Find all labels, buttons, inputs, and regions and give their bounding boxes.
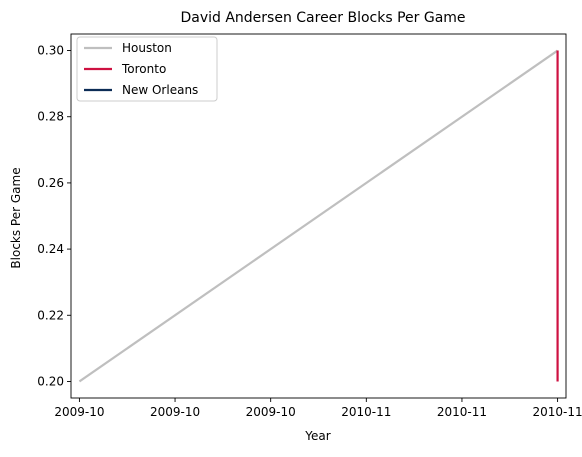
- series-line-0: [78, 49, 559, 383]
- x-tick-label: 2009-10: [54, 405, 104, 419]
- legend-label-1: Toronto: [121, 62, 166, 76]
- y-axis-label: Blocks Per Game: [9, 167, 23, 268]
- y-tick-label: 0.28: [37, 110, 64, 124]
- x-tick-label: 2010-11: [437, 405, 487, 419]
- y-tick-label: 0.30: [37, 44, 64, 58]
- y-tick-label: 0.24: [37, 242, 64, 256]
- x-tick-label: 2010-11: [341, 405, 391, 419]
- y-tick-label: 0.26: [37, 176, 64, 190]
- legend: Houston Toronto New Orleans: [76, 36, 218, 102]
- axes: 0.20 0.22 0.24 0.26 0.28 0.30 2009-10 2009-10 20…: [37, 33, 582, 419]
- x-tick-label: 2009-10: [150, 405, 200, 419]
- x-axis-label: Year: [304, 429, 330, 443]
- y-tick-label: 0.20: [37, 374, 64, 388]
- legend-label-2: New Orleans: [122, 83, 198, 97]
- chart-title: David Andersen Career Blocks Per Game: [180, 10, 465, 26]
- x-tick-label: 2009-10: [246, 405, 296, 419]
- legend-label-0: Houston: [122, 41, 172, 55]
- axes-frame: [70, 33, 567, 399]
- legend-box: [76, 36, 218, 102]
- x-tick-label: 2010-11: [533, 405, 582, 419]
- plot-area: [78, 49, 559, 383]
- y-tick-label: 0.22: [37, 308, 64, 322]
